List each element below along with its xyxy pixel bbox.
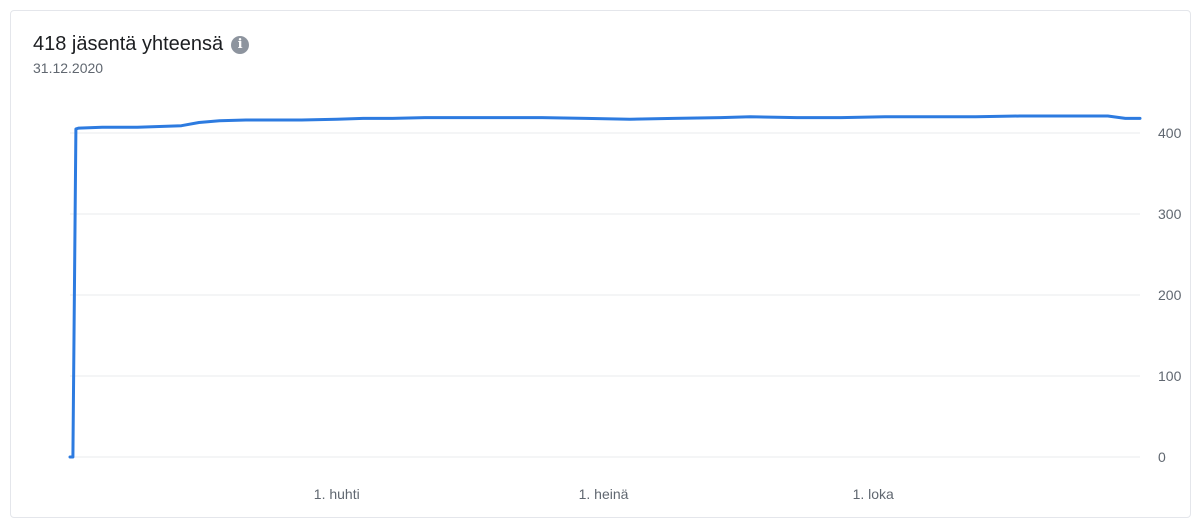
x-tick-label: 1. loka — [853, 486, 894, 502]
y-tick-label: 0 — [1158, 449, 1166, 465]
y-tick-label: 200 — [1158, 287, 1182, 303]
title-row: 418 jäsentä yhteensä i — [33, 33, 250, 56]
grid-lines — [70, 132, 1140, 458]
x-tick-label: 1. huhti — [314, 486, 360, 502]
x-axis-ticks: 1. huhti 1. heinä 1. loka — [314, 486, 894, 502]
y-axis-ticks: 0 100 200 300 400 — [1158, 125, 1182, 465]
y-tick-label: 100 — [1158, 368, 1182, 384]
y-tick-label: 400 — [1158, 125, 1182, 141]
x-tick-label: 1. heinä — [579, 486, 629, 502]
series-layer — [68, 114, 1142, 459]
date-subtitle: 31.12.2020 — [33, 60, 104, 76]
members-series-line — [68, 114, 1142, 459]
chart-card: 418 jäsentä yhteensä i 31.12.2020 — [10, 10, 1191, 518]
page-title: 418 jäsentä yhteensä — [33, 33, 224, 55]
y-tick-label: 300 — [1158, 206, 1182, 222]
chart-header: 418 jäsentä yhteensä i 31.12.2020 — [33, 33, 250, 76]
info-icon[interactable]: i — [231, 35, 250, 54]
